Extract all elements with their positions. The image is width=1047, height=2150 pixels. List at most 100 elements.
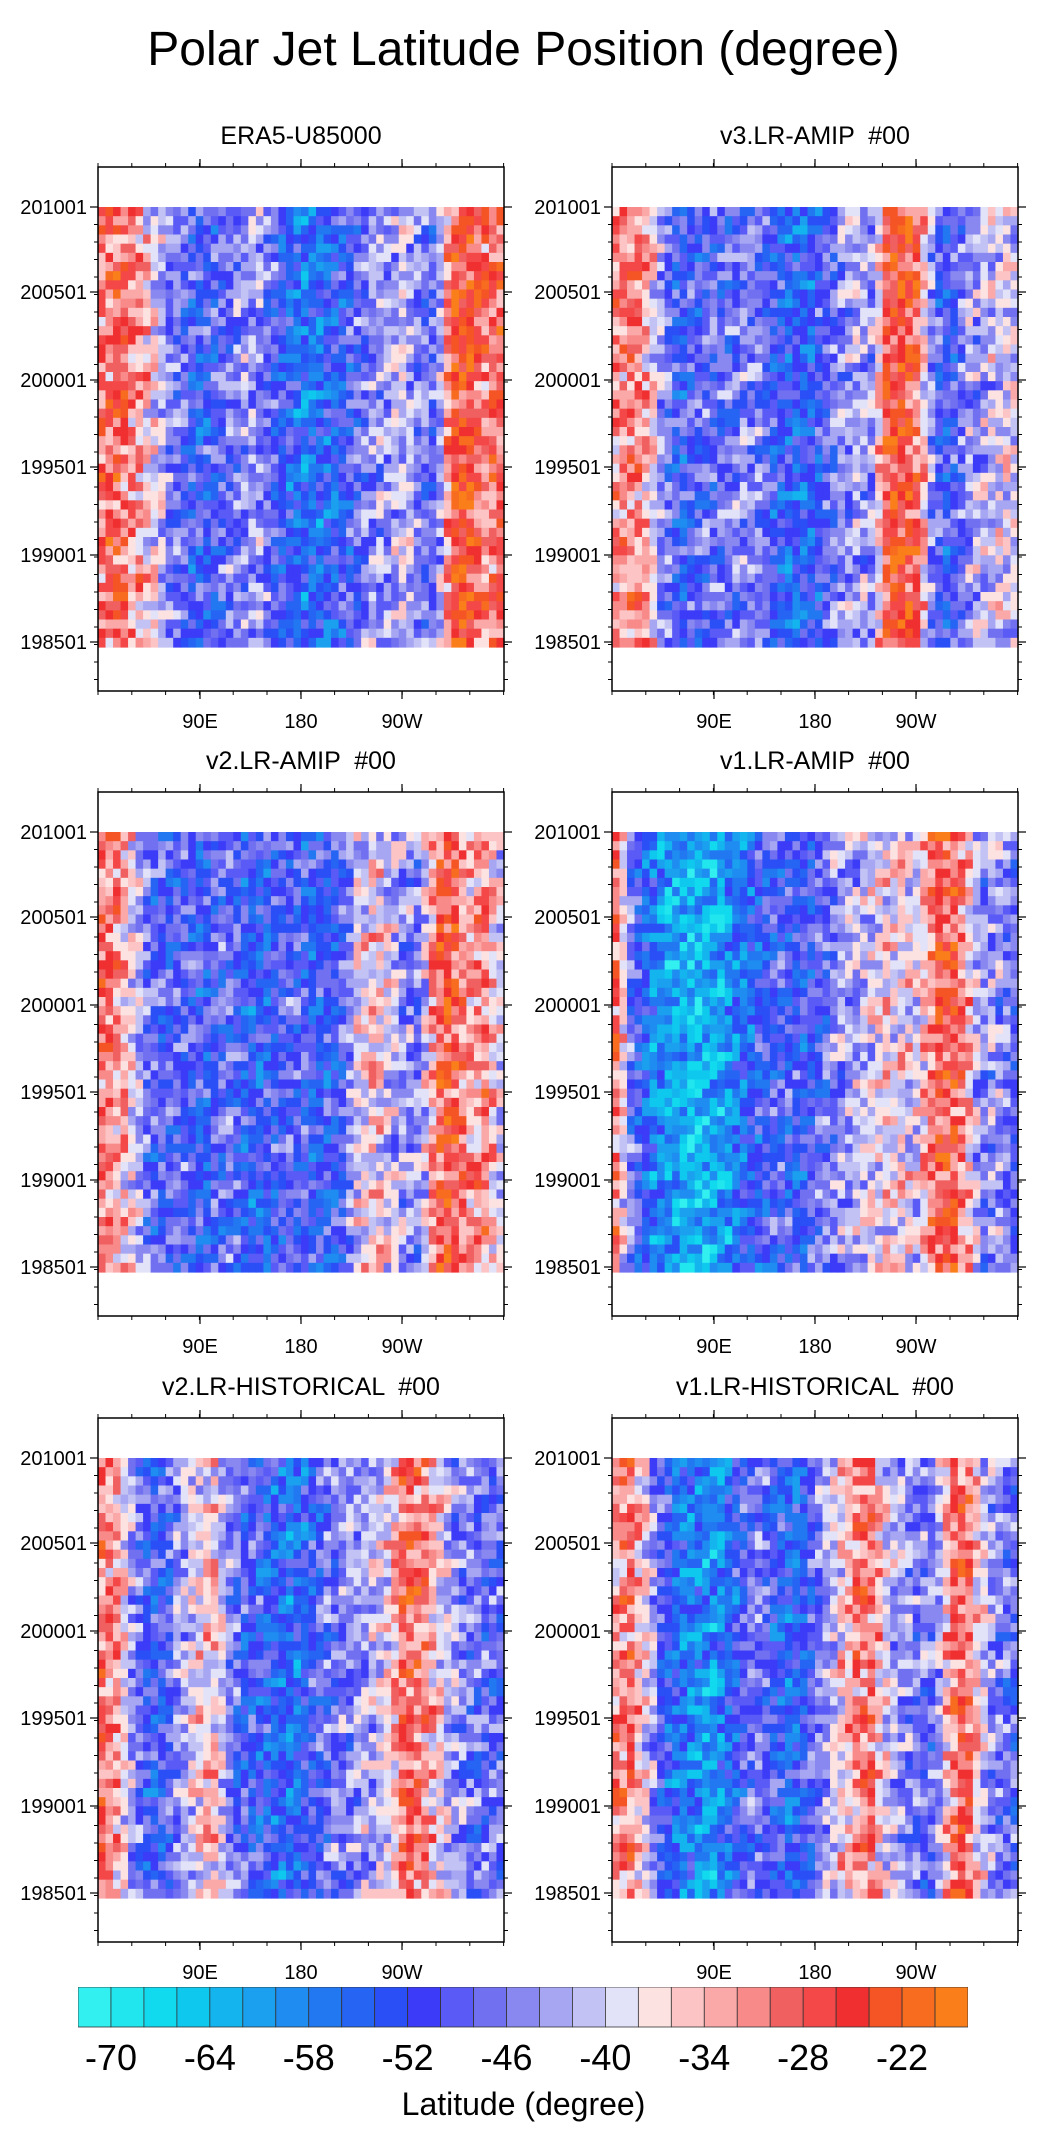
- heatmap-cell: [338, 298, 347, 309]
- heatmap-cell: [897, 344, 906, 355]
- heatmap-cell: [361, 546, 370, 556]
- heatmap-cell: [391, 243, 400, 254]
- heatmap-cell: [807, 592, 816, 602]
- heatmap-cell: [927, 252, 936, 263]
- heatmap-cell: [935, 619, 944, 630]
- heatmap-cell: [679, 472, 688, 483]
- heatmap-cell: [687, 527, 696, 538]
- heatmap-cell: [867, 555, 876, 566]
- heatmap-cell: [165, 234, 174, 245]
- heatmap-cell: [747, 298, 756, 309]
- heatmap-cell: [664, 289, 673, 300]
- heatmap-cell: [815, 216, 824, 226]
- heatmap-cell: [301, 436, 310, 446]
- heatmap-cell: [927, 271, 936, 281]
- heatmap-cell: [376, 619, 385, 630]
- heatmap-cell: [882, 427, 891, 437]
- heatmap-cell: [451, 637, 460, 648]
- heatmap-cell: [210, 509, 219, 520]
- heatmap-cell: [935, 454, 944, 465]
- heatmap-cell: [845, 408, 854, 419]
- heatmap-cell: [747, 335, 756, 346]
- heatmap-cell: [285, 243, 295, 254]
- heatmap-cell: [642, 537, 651, 547]
- heatmap-cell: [860, 601, 869, 611]
- heatmap-cell: [950, 518, 959, 529]
- heatmap-cell: [113, 518, 122, 529]
- heatmap-cell: [428, 564, 437, 575]
- heatmap-cell: [642, 610, 651, 621]
- heatmap-cell: [398, 262, 407, 272]
- heatmap-cell: [822, 243, 831, 254]
- heatmap-cell: [421, 472, 430, 483]
- heatmap-cell: [301, 243, 310, 254]
- heatmap-cell: [657, 573, 666, 584]
- heatmap-cell: [285, 307, 295, 318]
- heatmap-cell: [709, 234, 718, 245]
- heatmap-cell: [717, 509, 726, 520]
- heatmap-cell: [210, 436, 219, 446]
- heatmap-cell: [769, 271, 779, 281]
- heatmap-cell: [233, 381, 242, 391]
- heatmap-cell: [323, 500, 332, 511]
- heatmap-cell: [927, 500, 936, 511]
- heatmap-cell: [612, 582, 621, 593]
- heatmap-cell: [135, 381, 144, 391]
- heatmap-cell: [225, 234, 234, 245]
- heatmap-cell: [473, 482, 483, 492]
- heatmap-cell: [120, 564, 129, 575]
- heatmap-cell: [612, 362, 621, 373]
- heatmap-cell: [413, 271, 422, 281]
- heatmap-cell: [338, 436, 347, 446]
- heatmap-cell: [875, 207, 884, 217]
- heatmap-cell: [792, 436, 801, 446]
- heatmap-cell: [657, 546, 666, 556]
- heatmap-cell: [860, 390, 869, 401]
- heatmap-cell: [158, 436, 167, 446]
- heatmap-cell: [965, 390, 974, 401]
- heatmap-cell: [799, 610, 809, 621]
- heatmap-cell: [717, 573, 726, 584]
- heatmap-cell: [218, 207, 227, 217]
- heatmap-cell: [293, 390, 302, 401]
- heatmap-cell: [830, 317, 839, 327]
- heatmap-cell: [724, 280, 733, 291]
- heatmap-cell: [128, 335, 137, 346]
- heatmap-cell: [285, 610, 295, 621]
- heatmap-cell: [897, 454, 906, 465]
- heatmap-cell: [225, 582, 234, 593]
- heatmap-cell: [822, 610, 831, 621]
- heatmap-cell: [98, 298, 107, 309]
- heatmap-cell: [263, 381, 272, 391]
- heatmap-cell: [466, 610, 475, 621]
- heatmap-cell: [436, 527, 445, 538]
- heatmap-cell: [935, 417, 944, 428]
- heatmap-cell: [473, 307, 483, 318]
- heatmap-cell: [852, 564, 861, 575]
- heatmap-cell: [383, 564, 392, 575]
- heatmap-cell: [754, 518, 763, 529]
- heatmap-cell: [942, 601, 951, 611]
- heatmap-cell: [957, 592, 966, 602]
- heatmap-cell: [957, 445, 966, 456]
- heatmap-cell: [657, 454, 666, 465]
- heatmap-cell: [105, 243, 114, 254]
- heatmap-cell: [173, 628, 182, 639]
- heatmap-cell: [634, 573, 643, 584]
- heatmap-cell: [965, 335, 974, 346]
- heatmap-cell: [912, 417, 921, 428]
- heatmap-cell: [905, 207, 914, 217]
- heatmap-cell: [496, 500, 505, 511]
- heatmap-cell: [406, 573, 415, 584]
- heatmap-cell: [240, 491, 249, 501]
- heatmap-cell: [792, 344, 801, 355]
- heatmap-cell: [965, 353, 974, 364]
- heatmap-cell: [466, 546, 475, 556]
- heatmap-cell: [852, 491, 861, 501]
- heatmap-cell: [860, 353, 869, 364]
- heatmap-cell: [436, 573, 445, 584]
- heatmap-cell: [612, 207, 621, 217]
- heatmap-cell: [754, 271, 763, 281]
- heatmap-cell: [612, 527, 621, 538]
- heatmap-cell: [702, 408, 711, 419]
